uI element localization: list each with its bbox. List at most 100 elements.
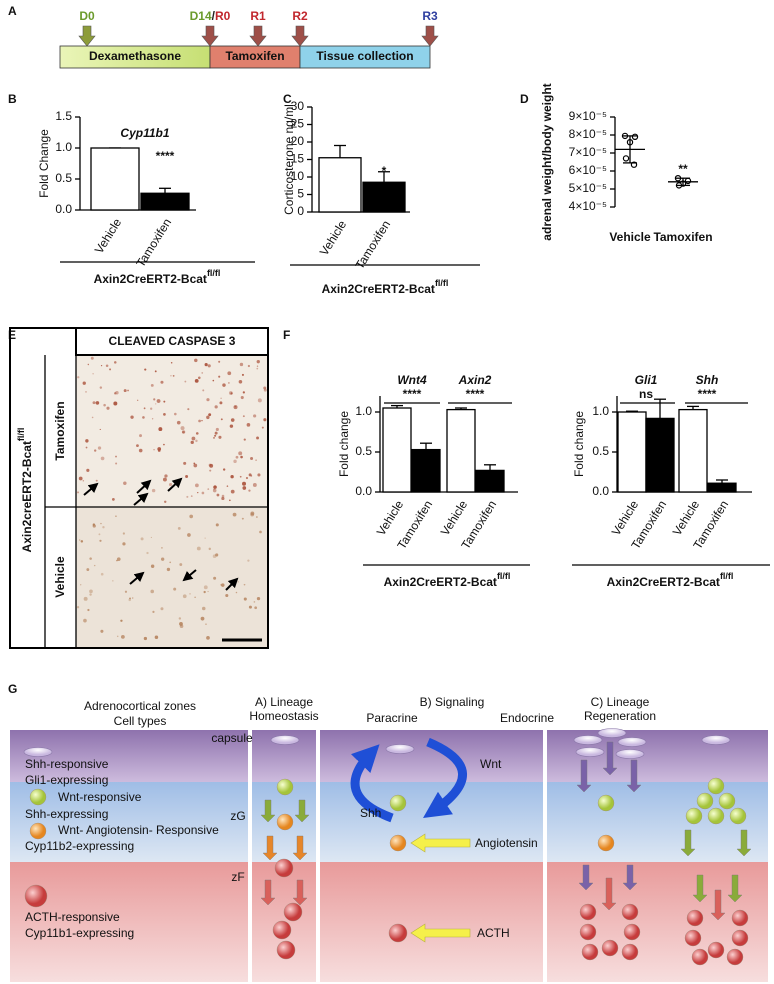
stain-dot	[89, 557, 92, 560]
column-gap	[543, 728, 547, 984]
bar	[411, 448, 441, 493]
cell	[686, 909, 704, 927]
stain-dot	[201, 372, 204, 374]
stain-dot	[247, 559, 250, 562]
stain-dot	[184, 380, 187, 383]
stain-dot	[173, 587, 177, 591]
stain-dot	[250, 511, 255, 516]
panel-label: E	[8, 328, 16, 342]
cell	[29, 788, 47, 806]
lineage-arrow	[626, 759, 642, 793]
x-tick-label: Tamoxifen	[653, 230, 712, 244]
y-tick-label: 6×10⁻⁵	[569, 163, 607, 177]
marker-label: R1	[250, 9, 266, 23]
timeline-arrow	[78, 25, 96, 47]
label-text: Axin2CreERT2-Bcat	[322, 282, 435, 296]
stain-dot	[193, 463, 198, 468]
stain-dot	[207, 488, 210, 490]
cell	[696, 792, 714, 810]
stain-dot	[190, 495, 193, 497]
stain-dot	[195, 439, 198, 443]
header-box	[75, 327, 269, 356]
bar	[318, 157, 362, 213]
lineage-arrow	[292, 879, 308, 906]
stain-dot	[246, 423, 251, 427]
stain-dot	[164, 474, 168, 478]
gene-label: Axin2	[458, 373, 492, 387]
marker-part: D14	[190, 9, 212, 23]
marker-part: R1	[250, 9, 266, 23]
superscript: fl/fl	[435, 278, 449, 288]
stain-dot	[151, 488, 156, 493]
x-tick-label: Vehicle	[317, 218, 350, 259]
stain-dot	[233, 405, 238, 410]
stain-dot	[218, 360, 221, 363]
cell-type-label: Shh-expressing	[25, 807, 108, 821]
data-point	[622, 155, 630, 162]
y-tick-label: 4×10⁻⁵	[569, 199, 607, 213]
capsule-cell	[615, 749, 645, 759]
stain-dot	[143, 636, 148, 641]
lineage-arrow	[260, 879, 276, 906]
stain-dot	[248, 473, 252, 477]
stain-dot	[203, 590, 206, 594]
cell-type-label: Wnt- Angiotensin- Responsive	[58, 823, 219, 837]
stain-dot	[169, 483, 173, 487]
stain-dot	[191, 436, 196, 441]
cell	[272, 920, 292, 940]
stain-dot	[90, 356, 94, 360]
stain-dot	[220, 397, 222, 399]
cell	[601, 939, 619, 957]
zone-label: zG	[230, 809, 245, 823]
stain-dot	[152, 610, 155, 613]
stain-dot	[256, 516, 258, 518]
stain-dot	[163, 400, 166, 403]
cell	[283, 902, 303, 922]
label-text: Axin2CreERT2-Bcat	[607, 575, 720, 589]
stain-dot	[100, 365, 103, 367]
stain-dot	[190, 440, 194, 445]
stain-dot	[255, 459, 257, 462]
y-tick-label: 25	[291, 117, 305, 131]
pointer-arrow	[225, 577, 239, 591]
zone-zg	[10, 782, 768, 862]
y-tick-label: 5	[297, 187, 304, 201]
stain-dot	[160, 607, 164, 611]
stain-dot	[85, 439, 89, 443]
stain-dot	[170, 362, 173, 364]
stain-dot	[174, 412, 177, 416]
stain-dot	[253, 601, 256, 603]
significance: ****	[698, 387, 717, 401]
stain-dot	[263, 386, 267, 390]
y-tick-label: 1.0	[592, 404, 609, 418]
timeline-arrow	[249, 25, 267, 47]
capsule-cell	[270, 735, 300, 745]
stain-dot	[87, 363, 90, 366]
phase-label: Tissue collection	[316, 49, 413, 63]
stain-dot	[111, 498, 115, 501]
stain-dot	[218, 435, 222, 439]
y-tick-label: 0.5	[55, 171, 72, 185]
marker-label: R2	[292, 9, 308, 23]
x-tick-label: Tamoxifen	[352, 218, 393, 272]
capsule-cell	[575, 747, 605, 757]
gene-label: Gli1	[635, 373, 658, 387]
stain-dot	[106, 406, 110, 410]
column-header: Endocrine	[500, 711, 554, 725]
lineage-arrow	[576, 759, 592, 793]
stain-dot	[256, 596, 261, 601]
x-tick-label: Vehicle	[609, 230, 651, 244]
stain-dot	[100, 572, 104, 576]
stain-dot	[200, 616, 205, 621]
cell	[718, 792, 736, 810]
stain-dot	[128, 598, 131, 602]
cell	[29, 822, 47, 840]
signal-label: Angiotensin	[475, 836, 538, 850]
cell-type-label: ACTH-responsive	[25, 910, 120, 924]
y-tick-label: 20	[291, 134, 305, 148]
stain-dot	[207, 590, 209, 593]
cell	[597, 794, 615, 812]
stain-dot	[92, 373, 94, 375]
bar	[617, 411, 647, 493]
